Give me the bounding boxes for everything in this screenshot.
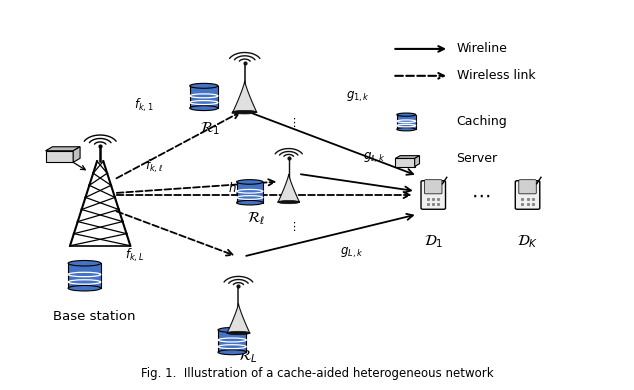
Text: $g_{\ell,k}$: $g_{\ell,k}$	[363, 151, 385, 165]
Text: Fig. 1.  Illustration of a cache-aided heterogeneous network: Fig. 1. Illustration of a cache-aided he…	[141, 367, 493, 379]
Ellipse shape	[278, 200, 299, 204]
Text: $\cdots$: $\cdots$	[471, 186, 490, 204]
Polygon shape	[396, 158, 415, 167]
Polygon shape	[415, 156, 420, 167]
Bar	[397, 115, 416, 129]
Text: $\mathcal{R}_\ell$: $\mathcal{R}_\ell$	[247, 210, 265, 227]
Polygon shape	[73, 147, 80, 162]
Ellipse shape	[190, 83, 218, 88]
Ellipse shape	[236, 200, 263, 205]
Ellipse shape	[397, 113, 416, 116]
Text: $\mathcal{D}_1$: $\mathcal{D}_1$	[424, 234, 443, 250]
Text: $\mathcal{R}_L$: $\mathcal{R}_L$	[238, 349, 258, 365]
Text: $f_{k,L}$: $f_{k,L}$	[125, 246, 145, 264]
Ellipse shape	[190, 106, 218, 111]
Text: Server: Server	[456, 152, 498, 165]
Polygon shape	[278, 174, 299, 202]
Text: $f_{k,1}$: $f_{k,1}$	[134, 96, 154, 113]
Ellipse shape	[218, 350, 246, 355]
Text: $\vdots$: $\vdots$	[288, 220, 296, 233]
Text: Caching: Caching	[456, 115, 507, 128]
Text: Base station: Base station	[53, 310, 135, 323]
Text: $g_{L,k}$: $g_{L,k}$	[340, 245, 363, 260]
Text: Wireline: Wireline	[456, 43, 507, 55]
Text: $g_{1,k}$: $g_{1,k}$	[346, 90, 370, 104]
FancyBboxPatch shape	[425, 180, 442, 194]
Ellipse shape	[236, 180, 263, 184]
Polygon shape	[46, 147, 80, 151]
Bar	[236, 182, 263, 203]
FancyBboxPatch shape	[515, 181, 540, 209]
Text: $\mathcal{D}_K$: $\mathcal{D}_K$	[517, 234, 538, 250]
Text: $f_{k,\ell}$: $f_{k,\ell}$	[145, 158, 162, 175]
FancyBboxPatch shape	[421, 181, 446, 209]
Text: $\vdots$: $\vdots$	[288, 117, 296, 129]
Polygon shape	[396, 156, 420, 158]
Bar	[190, 86, 218, 108]
Polygon shape	[233, 81, 257, 112]
Text: $\mathcal{R}_1$: $\mathcal{R}_1$	[200, 120, 220, 137]
Polygon shape	[46, 151, 73, 162]
Text: $h_k$: $h_k$	[228, 181, 243, 197]
Ellipse shape	[218, 328, 246, 332]
Bar	[68, 263, 101, 288]
Ellipse shape	[68, 261, 101, 266]
Ellipse shape	[397, 128, 416, 131]
Polygon shape	[227, 303, 250, 333]
Bar	[218, 330, 246, 352]
FancyBboxPatch shape	[519, 180, 536, 194]
Ellipse shape	[68, 285, 101, 291]
Text: Wireless link: Wireless link	[456, 69, 535, 82]
Ellipse shape	[227, 331, 250, 335]
Ellipse shape	[233, 110, 257, 114]
